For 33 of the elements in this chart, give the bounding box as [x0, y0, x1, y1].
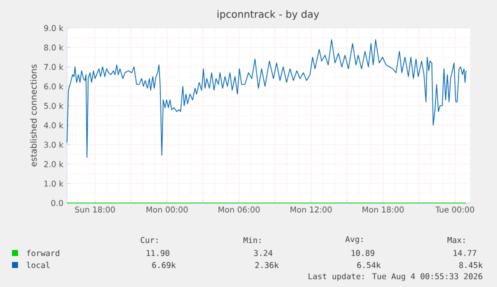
y-tick-label: 6.0 k — [44, 83, 64, 90]
chart-title: ipconntrack - by day — [218, 10, 320, 20]
x-tick-label: Mon 00:00 — [146, 206, 188, 213]
y-tick-label: 3.0 k — [44, 142, 64, 148]
y-tick-label: 1.0 k — [44, 180, 64, 187]
x-tick-label: Mon 06:00 — [218, 206, 260, 213]
text: Cur: — [140, 236, 158, 244]
y-tick-label: 2.0 k — [44, 161, 64, 168]
text: 3.24 — [254, 250, 272, 256]
text: 10.89 — [352, 250, 374, 256]
text: 6.69k — [152, 262, 176, 268]
x-tick-label: Mon 12:00 — [290, 206, 332, 213]
y-axis-title: established connections — [30, 64, 37, 166]
text: 6.54k — [357, 262, 381, 268]
y-tick-label: 7.0 k — [44, 64, 64, 70]
y-tick-label: 9.0 k — [44, 24, 64, 32]
legend-label: forward — [26, 250, 60, 256]
text: Min: — [244, 236, 261, 244]
text: Last update: Tue Aug 4 00:55:33 2026 — [308, 273, 482, 281]
y-tick-label: 4.0 k — [44, 122, 64, 128]
y-tick-label: 8.0 k — [44, 44, 64, 51]
x-tick-label: Tue 00:00 — [435, 206, 474, 213]
y-tick-label: 5.0 k — [44, 102, 64, 109]
text: Avg: — [345, 236, 363, 244]
text: 14.77 — [454, 250, 476, 256]
text: Max: — [448, 237, 465, 243]
text: 11.90 — [146, 250, 170, 256]
x-tick-label: Sun 18:00 — [75, 206, 115, 213]
text: 8.45k — [459, 262, 483, 268]
legend-label: local — [26, 262, 50, 268]
text: 2.36k — [255, 262, 279, 268]
x-tick-label: Mon 18:00 — [362, 206, 404, 213]
y-tick-label: 0.0 — [51, 200, 63, 206]
